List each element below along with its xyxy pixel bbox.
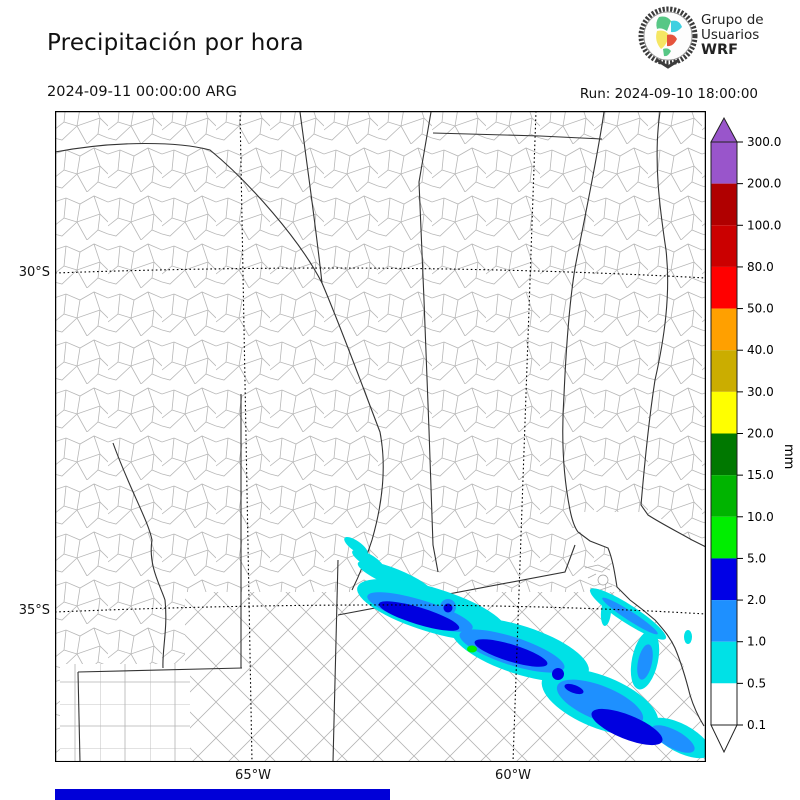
colorbar-segment bbox=[711, 391, 737, 434]
logo-ribbon bbox=[656, 58, 680, 69]
buenos-aires-city-cells bbox=[584, 564, 613, 591]
colorbar-tick-label: 300.0 bbox=[747, 135, 781, 149]
gridline-65W bbox=[239, 111, 253, 762]
wrf-users-group-logo-icon bbox=[638, 6, 698, 69]
gridline-60W bbox=[512, 111, 537, 762]
colorbar-under-arrow bbox=[710, 724, 738, 754]
colorbar-tick-label: 50.0 bbox=[747, 302, 774, 316]
lat-label-30s: 30°S bbox=[18, 265, 50, 280]
lon-label-60w: 60°W bbox=[495, 768, 531, 783]
animation-progress-bar bbox=[55, 789, 390, 800]
logo-map-blob bbox=[656, 16, 671, 31]
colorbar-tick-label: 5.0 bbox=[747, 551, 766, 565]
gridline-35S bbox=[55, 604, 706, 615]
lat-label-35s: 35°S bbox=[18, 603, 50, 618]
colorbar-segment bbox=[711, 225, 737, 267]
colorbar-tick-label: 80.0 bbox=[747, 260, 774, 274]
colorbar-segment bbox=[711, 308, 737, 351]
colorbar-segment bbox=[711, 183, 737, 226]
gridline-30S bbox=[55, 267, 706, 279]
lon-label-65w: 65°W bbox=[235, 768, 271, 783]
colorbar-unit-label: mm bbox=[781, 444, 796, 469]
logo-line2: Usuarios bbox=[701, 27, 760, 43]
colorbar-segment bbox=[711, 350, 737, 392]
valid-time-label: 2024-09-11 00:00:00 ARG bbox=[47, 84, 237, 100]
logo-line3: WRF bbox=[701, 42, 739, 58]
colorbar-segment bbox=[711, 266, 737, 309]
run-time-label: Run: 2024-09-10 18:00:00 bbox=[579, 86, 758, 102]
colorbar-tick-label: 200.0 bbox=[747, 177, 781, 191]
colorbar: 300.0 200.0 100.0 80.0 50.0 40.0 30.0 20.0 15.0 1… bbox=[710, 116, 796, 754]
page-title: Precipitación por hora bbox=[47, 30, 304, 56]
colorbar-segment bbox=[711, 641, 737, 684]
colorbar-tick-label: 30.0 bbox=[747, 385, 774, 399]
colorbar-segment bbox=[711, 516, 737, 559]
colorbar-tick-label: 40.0 bbox=[747, 343, 774, 357]
colorbar-tick-label: 1.0 bbox=[747, 635, 766, 649]
colorbar-tick-label: 20.0 bbox=[747, 427, 774, 441]
colorbar-segment bbox=[711, 142, 737, 184]
colorbar-tick-label: 100.0 bbox=[747, 218, 781, 232]
rio-de-la-plata-water bbox=[568, 512, 706, 728]
colorbar-tick-label: 2.0 bbox=[747, 593, 766, 607]
precipitation-field bbox=[344, 536, 706, 759]
graticule bbox=[55, 111, 706, 762]
colorbar-segment bbox=[711, 433, 737, 476]
logo-text: Grupo de Usuarios WRF bbox=[701, 13, 764, 58]
colorbar-segment bbox=[711, 558, 737, 601]
la-pampa-square-mesh bbox=[60, 664, 190, 762]
precipitation-map bbox=[55, 111, 706, 762]
colorbar-tick-label: 0.5 bbox=[747, 676, 766, 690]
colorbar-tick-label: 15.0 bbox=[747, 468, 774, 482]
colorbar-tick-label: 0.1 bbox=[747, 718, 766, 732]
colorbar-segment bbox=[711, 475, 737, 517]
colorbar-over-arrow bbox=[710, 116, 738, 143]
colorbar-segment bbox=[711, 600, 737, 642]
precip-5-10mm bbox=[467, 645, 477, 653]
map-frame bbox=[55, 111, 706, 762]
colorbar-segment bbox=[711, 683, 737, 725]
logo-line1: Grupo de bbox=[701, 12, 764, 28]
colorbar-tick-label: 10.0 bbox=[747, 510, 774, 524]
